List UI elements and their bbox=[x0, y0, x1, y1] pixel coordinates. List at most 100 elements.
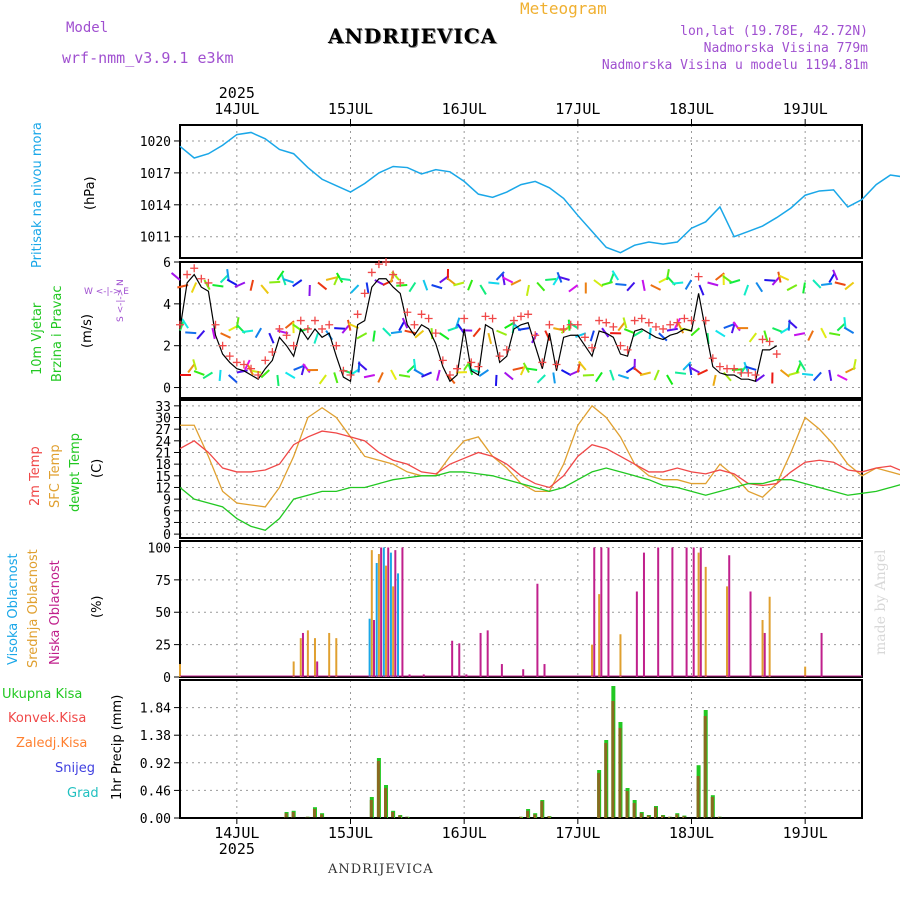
wind-gust-marker bbox=[303, 324, 312, 333]
wind-arrow bbox=[834, 281, 846, 286]
wind-arrow bbox=[436, 369, 441, 381]
x-year-label-bottom: 2025 bbox=[219, 840, 255, 858]
wind-arrow bbox=[723, 323, 735, 330]
wind-gust-marker bbox=[651, 322, 660, 331]
wind-arrow bbox=[408, 281, 417, 293]
wind-arrow bbox=[510, 279, 522, 286]
lonlat-label: lon,lat (19.78E, 42.72N) bbox=[680, 24, 868, 39]
wind-arrow bbox=[268, 332, 275, 344]
wind-arrow bbox=[185, 331, 197, 335]
wind-gust-marker bbox=[673, 318, 682, 327]
wind-arrow bbox=[626, 281, 636, 292]
wind-gust-marker bbox=[730, 364, 739, 373]
wind-arrow bbox=[707, 281, 719, 287]
y-tick-label: 100 bbox=[148, 541, 171, 556]
wind-arrow bbox=[203, 279, 211, 291]
wind-arrow bbox=[472, 327, 482, 338]
wind-arrow bbox=[820, 327, 828, 339]
wind-gust-marker bbox=[659, 324, 668, 333]
y-tick-label: 75 bbox=[155, 574, 171, 589]
temp-sfc-label: SFC Temp bbox=[48, 444, 63, 508]
wind-arrow bbox=[398, 320, 406, 332]
wind-arrow bbox=[558, 276, 570, 281]
wind-arrow bbox=[672, 281, 684, 285]
wind-arrow bbox=[577, 360, 587, 371]
wind-arrow bbox=[682, 361, 692, 371]
wind-gust-marker bbox=[580, 333, 589, 342]
wind-label-1: 10m Vjetar bbox=[30, 302, 45, 375]
wind-gust-marker bbox=[538, 358, 547, 367]
wind-arrow bbox=[363, 374, 375, 379]
wind-arrow bbox=[595, 371, 603, 383]
wind-gust-marker bbox=[310, 316, 319, 325]
wind-arrow bbox=[844, 281, 855, 291]
convective-precip-bar bbox=[547, 816, 551, 818]
wind-gust-marker bbox=[680, 314, 689, 323]
wind-arrow bbox=[575, 332, 587, 338]
wind-arrow bbox=[413, 368, 424, 376]
wind-arrow bbox=[276, 270, 285, 281]
wind-arrow bbox=[525, 284, 530, 297]
y-tick-label: 0.92 bbox=[140, 757, 171, 772]
wind-arrow bbox=[615, 283, 627, 287]
wind-gust-marker bbox=[396, 278, 405, 287]
wind-gust-marker bbox=[239, 360, 248, 369]
wind-arrow bbox=[688, 363, 693, 376]
wind-arrow bbox=[653, 369, 660, 381]
y-tick-label: 4 bbox=[163, 298, 171, 313]
wind-arrow bbox=[404, 329, 416, 335]
wind-gust-marker bbox=[367, 268, 376, 277]
y-tick-label: 0 bbox=[163, 671, 171, 686]
convective-precip-bar bbox=[519, 816, 522, 818]
wind-gust-marker bbox=[275, 324, 284, 333]
precip-unit: 1hr Precip (mm) bbox=[110, 694, 125, 800]
wind-gust-marker bbox=[737, 368, 746, 377]
wind-arrow bbox=[496, 329, 508, 336]
wind-arrow bbox=[689, 366, 700, 374]
wind-arrow bbox=[836, 322, 847, 332]
panel-frame bbox=[179, 540, 863, 678]
wind-gust-marker bbox=[261, 356, 270, 365]
panel-frame bbox=[179, 399, 863, 539]
wind-arrow bbox=[318, 374, 327, 385]
model-elevation-label: Nadmorska Visina u modelu 1194.81m bbox=[601, 58, 868, 73]
wind-arrow bbox=[282, 278, 294, 284]
wind-arrow bbox=[357, 361, 368, 371]
wind-label-2: Brzina i Pravac bbox=[50, 285, 65, 382]
wind-arrow bbox=[684, 279, 693, 290]
wind-arrow bbox=[545, 278, 557, 281]
wind-gust-marker bbox=[353, 310, 362, 319]
y-tick-label: 1014 bbox=[140, 199, 171, 214]
cloud-mid-label: Srednja Oblacnost bbox=[26, 549, 41, 668]
convective-precip-bar bbox=[604, 743, 608, 818]
y-tick-label: 3 bbox=[163, 516, 171, 531]
wind-arrow bbox=[339, 277, 351, 281]
wind-gust-marker bbox=[296, 316, 305, 325]
station-title: ANDRIJEVICA bbox=[328, 24, 498, 48]
wind-arrow bbox=[745, 365, 757, 371]
wind-arrow bbox=[211, 327, 216, 340]
convective-precip-bar bbox=[696, 776, 700, 818]
wind-gust-marker bbox=[410, 320, 419, 329]
x-day-label-bottom: 17JUL bbox=[555, 824, 600, 842]
convective-precip-bar bbox=[661, 815, 665, 818]
y-tick-label: 0.00 bbox=[140, 812, 171, 827]
cloud-low-label: Niska Oblacnost bbox=[48, 560, 63, 665]
wind-arrow bbox=[341, 324, 351, 334]
wind-arrow bbox=[674, 371, 687, 375]
y-tick-label: 0.46 bbox=[140, 784, 171, 799]
convective-precip-bar bbox=[682, 816, 686, 818]
wind-gust-marker bbox=[630, 316, 639, 325]
wind-arrow bbox=[552, 372, 556, 384]
wind-arrow bbox=[632, 329, 644, 338]
wind-arrow bbox=[732, 321, 741, 332]
wind-arrow bbox=[190, 282, 198, 293]
convective-precip-bar bbox=[398, 815, 402, 818]
precip-legend-frozen: Zaledj.Kisa bbox=[16, 736, 88, 751]
wind-arrow bbox=[502, 276, 514, 284]
wind-arrow bbox=[454, 317, 461, 329]
wind-gust-marker bbox=[701, 316, 710, 325]
wind-arrow bbox=[192, 359, 198, 371]
wind-arrow bbox=[763, 330, 769, 342]
convective-precip-bar bbox=[291, 812, 295, 818]
